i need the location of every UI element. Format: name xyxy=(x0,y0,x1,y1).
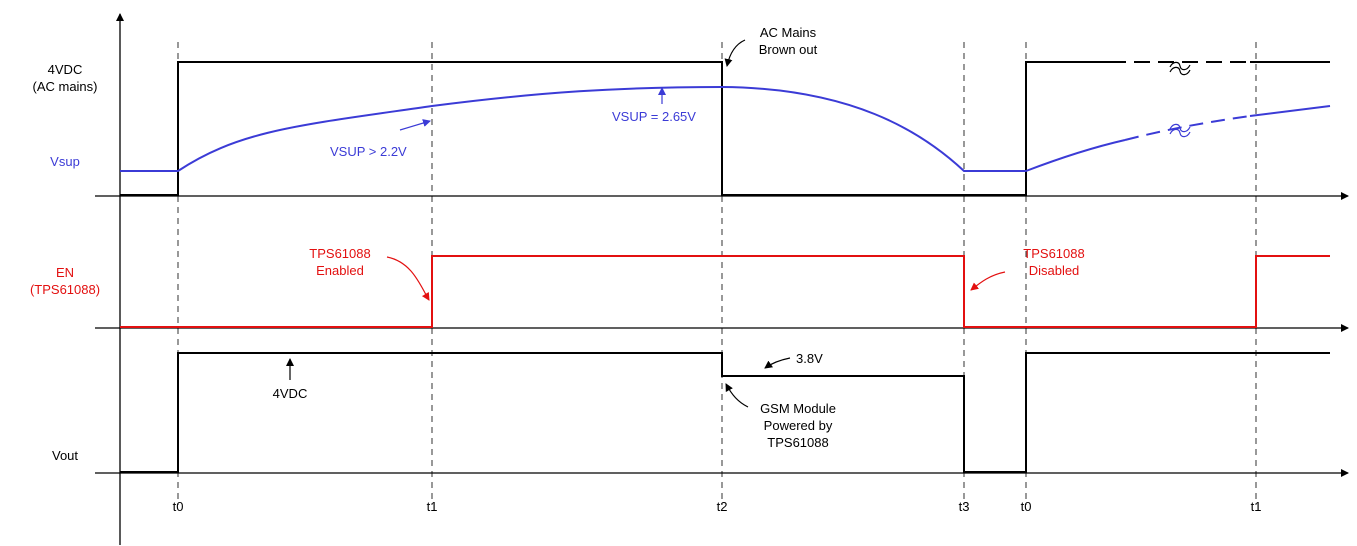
en-waveform xyxy=(120,255,1330,328)
time-label-t3: t3 xyxy=(959,499,970,514)
disabled-label-line1: TPS61088 xyxy=(1023,246,1084,261)
time-label-t1-second: t1 xyxy=(1251,499,1262,514)
vsup-threshold-label: VSUP > 2.2V xyxy=(330,144,407,159)
disabled-arrow xyxy=(970,271,1006,291)
en-label-line1: EN xyxy=(56,265,74,280)
vsup-waveform-tail xyxy=(1249,105,1331,117)
vout-4vdc-label: 4VDC xyxy=(273,386,308,401)
vsup-break-symbol xyxy=(1169,123,1191,138)
gsm-label-line1: GSM Module xyxy=(760,401,836,416)
vsup-threshold-arrow xyxy=(399,119,431,131)
time-label-t0-second: t0 xyxy=(1021,499,1032,514)
brownout-label-line2: Brown out xyxy=(759,42,818,57)
time-label-t2: t2 xyxy=(717,499,728,514)
vsup-waveform xyxy=(120,85,1126,172)
vout-3v8-label: 3.8V xyxy=(796,351,823,366)
time-label-t0: t0 xyxy=(173,499,184,514)
enabled-label-line1: TPS61088 xyxy=(309,246,370,261)
vout-label: Vout xyxy=(52,448,78,463)
vout-waveform xyxy=(120,352,1330,473)
ac-mains-label-line1: 4VDC xyxy=(48,62,83,77)
time-label-t1: t1 xyxy=(427,499,438,514)
ac-mains-waveform xyxy=(120,61,1110,196)
disabled-label-line2: Disabled xyxy=(1029,263,1080,278)
gsm-label-line2: Powered by xyxy=(764,418,833,433)
vsup-label: Vsup xyxy=(50,154,80,169)
ac-mains-label-line2: (AC mains) xyxy=(32,79,97,94)
vout-3v8-arrow xyxy=(764,357,791,369)
brownout-arrow xyxy=(724,39,746,67)
brownout-label-line1: AC Mains xyxy=(760,25,817,40)
gsm-arrow xyxy=(725,383,749,408)
en-label-line2: (TPS61088) xyxy=(30,282,100,297)
ac-break-symbol xyxy=(1169,61,1191,76)
enabled-label-line2: Enabled xyxy=(316,263,364,278)
vsup-peak-label: VSUP = 2.65V xyxy=(612,109,696,124)
gsm-label-line3: TPS61088 xyxy=(767,435,828,450)
enabled-arrow xyxy=(386,256,430,301)
vsup-waveform-dashed xyxy=(1124,115,1251,141)
